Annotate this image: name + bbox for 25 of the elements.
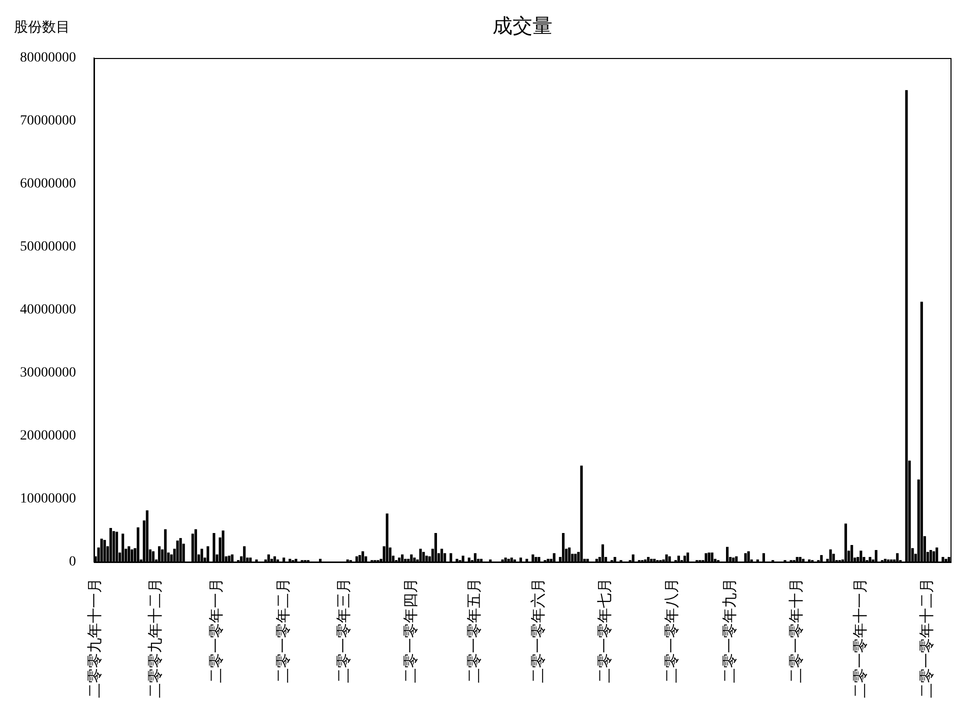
y-tick-label: 50000000: [20, 240, 76, 255]
chart-title: 成交量: [492, 15, 552, 38]
y-axis-title: 股份数目: [14, 20, 70, 36]
x-tick-label: 二零零九年十一月: [86, 578, 104, 698]
x-tick-label: 二零一零年五月: [466, 578, 484, 683]
x-tick-label: 二零一零年一月: [208, 578, 225, 683]
y-tick-label: 70000000: [20, 114, 76, 129]
x-tick-label: 二零一零年十月: [788, 578, 806, 683]
y-tick-label: 0: [69, 554, 76, 570]
y-tick-label: 80000000: [20, 50, 76, 66]
y-tick-label: 40000000: [20, 302, 76, 318]
y-tick-label: 60000000: [20, 176, 76, 192]
x-tick-label: 二零一零年八月: [664, 578, 681, 683]
y-tick-label: 30000000: [20, 366, 76, 381]
x-tick-label: 二零零九年十二月: [147, 578, 164, 698]
x-tick-label: 二零一零年七月: [596, 578, 614, 683]
x-tick-label: 二零一零年二月: [274, 578, 292, 683]
x-tick-label: 二零一零年十二月: [918, 578, 936, 698]
x-tick-label: 二零一零年四月: [402, 578, 420, 683]
x-tick-label: 二零一零年九月: [721, 578, 738, 683]
y-tick-label: 20000000: [20, 428, 76, 444]
x-tick-label: 二零一零年十一月: [852, 578, 869, 698]
x-tick-label: 二零一零年三月: [336, 578, 353, 683]
y-tick-label: 10000000: [20, 492, 76, 507]
x-tick-label: 二零一零年六月: [530, 578, 547, 683]
